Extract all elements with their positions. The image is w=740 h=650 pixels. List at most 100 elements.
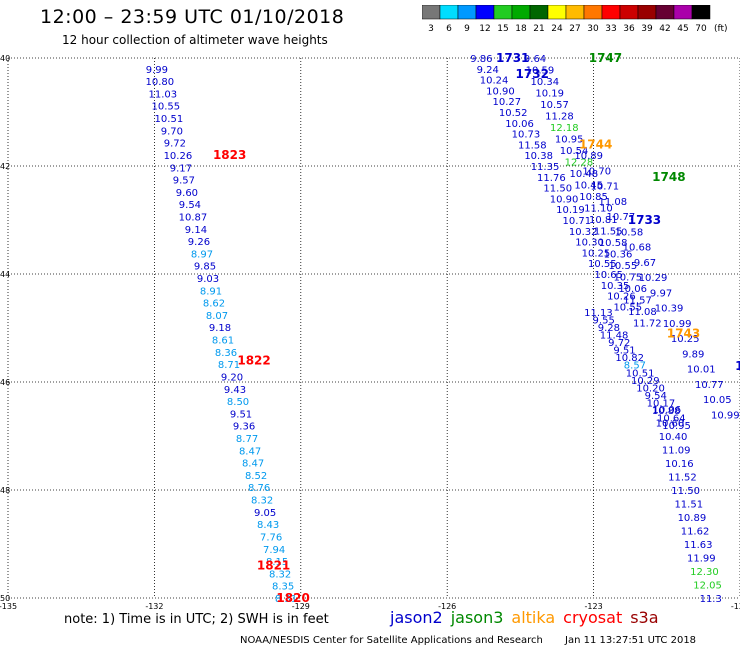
wave-height-value: 9.51 <box>613 346 635 357</box>
wave-height-value: 9.72 <box>608 338 630 349</box>
colorbar-tick-label: 42 <box>659 24 670 34</box>
pass-time-label: 1744 <box>579 137 612 151</box>
wave-height-value: 9.03 <box>197 274 219 285</box>
wave-height-value: 9.36 <box>233 422 255 433</box>
wave-height-value: 10.24 <box>480 76 509 87</box>
wave-height-value: 8.76 <box>248 483 270 494</box>
wave-height-value: 9.20 <box>221 372 243 383</box>
wave-height-value: 9.28 <box>598 323 620 334</box>
wave-height-value: 12.05 <box>693 581 722 592</box>
wave-height-value: 9.17 <box>170 163 192 174</box>
wave-height-value: 8.07 <box>206 311 228 322</box>
wave-height-value: 8.32 <box>269 569 291 580</box>
colorbar-tick-label: 27 <box>569 24 580 34</box>
pass-time-label: 1748 <box>652 170 685 184</box>
legend-item-s3a: s3a <box>630 608 659 627</box>
wave-height-value: 10.75 <box>613 273 642 284</box>
wave-height-value: 9.26 <box>188 237 210 248</box>
color-swatch <box>691 5 711 20</box>
legend-item-jason2: jason2 <box>390 608 443 627</box>
wave-height-value: 10.60 <box>656 419 685 430</box>
colorbar-unit: (ft) <box>714 24 728 34</box>
colorbar-tick-label: 15 <box>497 24 508 34</box>
wave-height-value: 10.58 <box>615 227 644 238</box>
colorbar-tick-label: 6 <box>446 24 452 34</box>
colorbar-tick-label: 3 <box>428 24 434 34</box>
wave-height-value: 10.29 <box>639 273 668 284</box>
lat-label: 42 <box>0 162 10 171</box>
wave-height-value: 9.05 <box>254 508 276 519</box>
wave-height-value: 8.77 <box>236 434 258 445</box>
wave-height-value: 10.55 <box>152 102 181 113</box>
wave-height-value: 11.10 <box>584 204 613 215</box>
colorbar-tick-label: 12 <box>479 24 490 34</box>
wave-height-value: 9.14 <box>185 225 207 236</box>
wave-height-value: 8.62 <box>203 299 225 310</box>
wave-height-value: 8.97 <box>191 249 213 260</box>
wave-height-value: 9.70 <box>161 126 183 137</box>
wave-height-value: 10.35 <box>601 281 630 292</box>
wave-height-value: 9.24 <box>477 65 499 76</box>
wave-height-value: 10.82 <box>615 353 644 364</box>
wave-height-value: 11.51 <box>674 500 703 511</box>
wave-height-value: 9.54 <box>645 391 667 402</box>
wave-height-value: 9.72 <box>164 139 186 150</box>
wave-height-value: 9.64 <box>524 54 546 65</box>
wave-height-value: 10.99 <box>663 319 692 330</box>
wave-height-value: 11.08 <box>599 197 628 208</box>
wave-height-value: 10.30 <box>575 238 604 249</box>
wave-height-value: 11.58 <box>518 140 547 151</box>
wave-height-value: 10.70 <box>582 166 611 177</box>
wave-height-value: 11.52 <box>668 473 697 484</box>
wave-height-value: 10.20 <box>636 383 665 394</box>
wave-height-value: 10.64 <box>657 414 686 425</box>
lon-label: -129 <box>292 602 310 610</box>
wave-height-value: 10.99 <box>711 410 740 421</box>
wave-height-value: 10.19 <box>556 205 585 216</box>
lon-label: -123 <box>585 602 603 610</box>
satellite-legend: jason2 jason3 altika cryosat s3a <box>390 608 667 627</box>
pass-time-label: 1747 <box>589 51 622 65</box>
wave-height-value: 10.71 <box>590 182 619 193</box>
wave-height-value: 10.71 <box>563 216 592 227</box>
pass-time-label: 1821 <box>257 559 290 573</box>
wave-height-value: 10.85 <box>579 192 608 203</box>
wave-height-value: 11.57 <box>623 296 652 307</box>
wave-height-value: 8.47 <box>242 459 264 470</box>
wave-height-value: 10.17 <box>647 399 676 410</box>
wave-height-value: 10.27 <box>493 97 522 108</box>
lon-label: -120 <box>731 602 740 610</box>
wave-height-value: 10.88 <box>652 406 681 417</box>
pass-time-label: 17 <box>735 359 740 373</box>
wave-height-value: 10.06 <box>505 119 534 130</box>
wave-height-value: 10.55 <box>613 302 642 313</box>
pass-time-label: 1732 <box>516 67 549 81</box>
colorbar-tick-label: 18 <box>515 24 527 34</box>
wave-height-value: 8.31 <box>275 594 297 605</box>
units-note: note: 1) Time is in UTC; 2) SWH is in fe… <box>64 612 329 627</box>
wave-height-value: 10.52 <box>499 108 528 119</box>
wave-height-value: 10.34 <box>530 77 559 88</box>
wave-height-value: 11.63 <box>684 540 713 551</box>
wave-height-map: 40 42 44 46 48 50-135 -132 -129 -126 -123 -120 9.99… <box>0 51 740 610</box>
wave-height-value: 10.06 <box>652 405 681 416</box>
wave-height-value: 9.60 <box>176 188 198 199</box>
colorbar-tick-label: 9 <box>464 24 470 34</box>
wave-height-value: 8.43 <box>257 520 279 531</box>
wave-height-value: 10.80 <box>146 77 175 88</box>
wave-height-value: 10.90 <box>486 86 515 97</box>
wave-height-value: 7.94 <box>263 545 285 556</box>
wave-height-value: 10.54 <box>560 146 589 157</box>
wave-height-value: 12.18 <box>550 123 579 134</box>
wave-height-value: 10.68 <box>623 243 652 254</box>
colorbar-tick-label: 70 <box>695 24 707 34</box>
lon-label: -132 <box>145 602 163 610</box>
wave-height-value: 9.54 <box>179 200 201 211</box>
wave-height-value: 10.26 <box>164 151 193 162</box>
wave-height-value: 10.38 <box>524 151 553 162</box>
wave-height-value: 10.48 <box>570 169 599 180</box>
generated-timestamp: Jan 11 13:27:51 UTC 2018 <box>565 635 697 646</box>
wave-height-value: 8.50 <box>227 397 249 408</box>
wave-height-value: 8.57 <box>624 361 646 372</box>
wave-height-value: 10.29 <box>631 376 660 387</box>
